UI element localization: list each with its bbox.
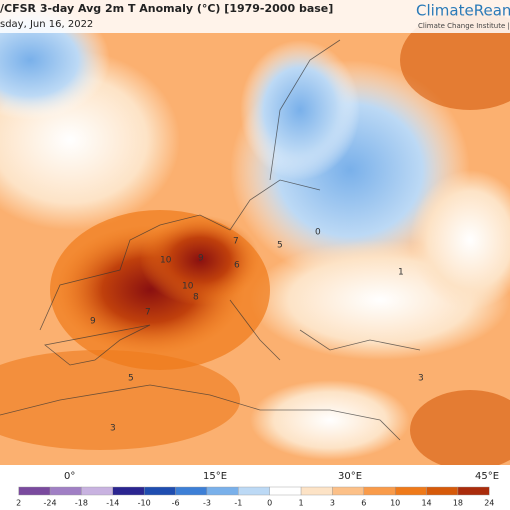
colorbar-segment xyxy=(457,486,490,496)
colorbar-label: 10 xyxy=(390,499,400,508)
colorbar-segment xyxy=(332,486,365,496)
colorbar-segment xyxy=(206,486,239,496)
longitude-label: 45°E xyxy=(475,471,499,482)
contour-label: 3 xyxy=(110,424,116,434)
contour-label: 5 xyxy=(128,374,134,384)
colorbar-label: 24 xyxy=(484,499,494,508)
colorbar-segment xyxy=(18,486,51,496)
brand: ClimateReanaly xyxy=(416,2,510,20)
colorbar-segment xyxy=(269,486,302,496)
subtitle: sday, Jun 16, 2022 xyxy=(0,19,93,30)
contour-label: 10 xyxy=(182,282,194,292)
colorbar-label: -24 xyxy=(44,499,57,508)
longitude-label: 0° xyxy=(64,471,75,482)
longitude-label: 30°E xyxy=(338,471,362,482)
contour-label: 5 xyxy=(277,241,283,251)
colorbar-segment xyxy=(175,486,208,496)
colorbar-label: -10 xyxy=(138,499,151,508)
colorbar-label: 2 xyxy=(16,499,21,508)
colorbar-label: 6 xyxy=(361,499,366,508)
colorbar-label: 14 xyxy=(421,499,431,508)
colorbar-segment xyxy=(81,486,114,496)
colorbar-label: -3 xyxy=(203,499,211,508)
colorbar-segment xyxy=(143,486,176,496)
colorbar-label: -1 xyxy=(234,499,242,508)
colorbar-label: 1 xyxy=(299,499,304,508)
contour-label: 8 xyxy=(193,293,199,303)
colorbar: 2 -24 -18 -14 -10 -6 -3 -1 0 1 3 6 10 14 18 24 xyxy=(16,486,494,508)
colorbar-label: 3 xyxy=(330,499,335,508)
colorbar-segment xyxy=(394,486,427,496)
colorbar-segment xyxy=(363,486,396,496)
colorbar-label: 18 xyxy=(453,499,463,508)
longitude-label: 15°E xyxy=(203,471,227,482)
contour-label: 9 xyxy=(90,317,96,327)
colorbar-segment xyxy=(426,486,459,496)
contour-label: 7 xyxy=(145,308,151,318)
colorbar-label: -14 xyxy=(106,499,119,508)
colorbar-label: -18 xyxy=(75,499,88,508)
institute: Climate Change Institute | Unive xyxy=(418,22,510,30)
contour-label: 7 xyxy=(233,237,239,247)
colorbar-label: -6 xyxy=(172,499,180,508)
title: /CFSR 3-day Avg 2m T Anomaly (°C) [1979-… xyxy=(0,2,333,15)
colorbar-segment xyxy=(238,486,270,496)
contour-label: 0 xyxy=(315,228,321,238)
contour-label: 9 xyxy=(198,254,204,264)
colorbar-segment xyxy=(49,486,82,496)
contour-label: 6 xyxy=(234,261,240,271)
colorbar-label: 0 xyxy=(267,499,272,508)
contour-label: 1 xyxy=(398,268,404,278)
colorbar-segment xyxy=(300,486,333,496)
contour-label: 10 xyxy=(160,256,172,266)
map: 10 9 10 8 7 6 9 7 5 3 5 1 0 3 xyxy=(0,0,510,465)
colorbar-segment xyxy=(112,486,145,496)
contour-label: 3 xyxy=(418,374,424,384)
